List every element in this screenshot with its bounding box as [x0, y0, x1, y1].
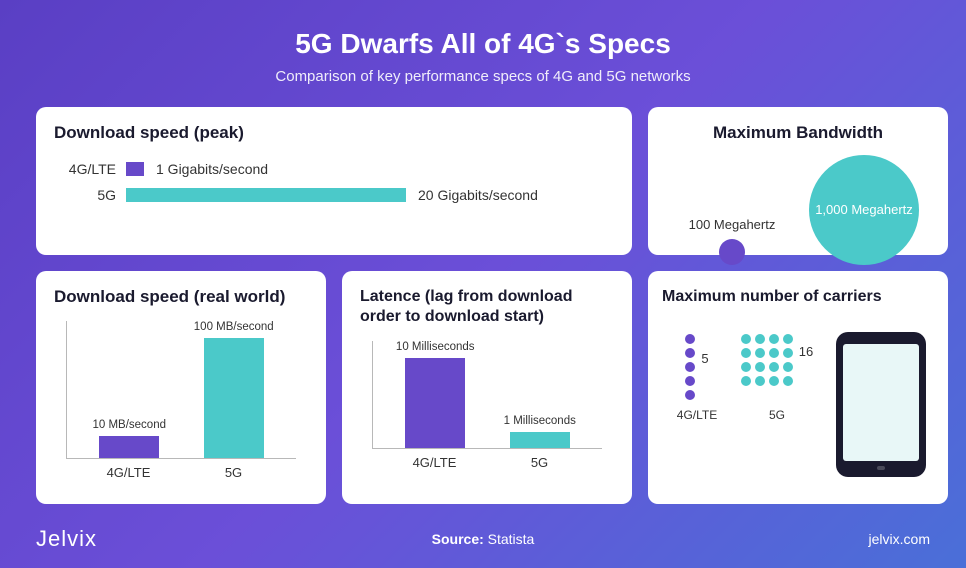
dot-icon [685, 362, 695, 372]
carriers-cat-4g: 4G/LTE [662, 408, 732, 422]
lat-val-5g: 1 Milliseconds [504, 415, 576, 428]
bandwidth-circle-5g: 1,000 Megahertz [809, 155, 919, 265]
source-value: Statista [488, 531, 535, 547]
lat-axis: 4G/LTE 5G [372, 455, 602, 470]
lat-bar-4g [405, 358, 465, 448]
dot-icon [685, 334, 695, 344]
grid: Download speed (peak) 4G/LTE 1 Gigabits/… [0, 93, 966, 504]
card-download-peak: Download speed (peak) 4G/LTE 1 Gigabits/… [36, 107, 632, 255]
carriers-cat-5g: 5G [732, 408, 822, 422]
card-latency: Latence (lag from download order to down… [342, 271, 632, 504]
lat-bar-wrap-4g: 10 Milliseconds [388, 341, 482, 448]
real-bar-4g [99, 436, 159, 458]
real-val-5g: 100 MB/second [194, 321, 274, 334]
dot-icon [769, 348, 779, 358]
carriers-count-5g: 16 [799, 344, 813, 359]
logo: Jelvix [36, 526, 97, 552]
real-axis: 4G/LTE 5G [66, 465, 296, 480]
dot-icon [755, 362, 765, 372]
real-world-chart: 10 MB/second 100 MB/second [66, 321, 296, 459]
real-cat-4g: 4G/LTE [81, 465, 176, 480]
lat-cat-4g: 4G/LTE [387, 455, 482, 470]
card-title-download-peak: Download speed (peak) [54, 123, 614, 143]
card-title-real-world: Download speed (real world) [54, 287, 308, 307]
peak-bar-4g [126, 162, 144, 176]
peak-value-4g: 1 Gigabits/second [156, 161, 268, 177]
dot-icon [741, 348, 751, 358]
dot-icon [685, 348, 695, 358]
dot-icon [755, 376, 765, 386]
carriers-body: 5 16 [662, 316, 934, 400]
real-val-4g: 10 MB/second [92, 419, 166, 432]
logo-part-1: Jel [36, 526, 67, 551]
footer-site: jelvix.com [869, 531, 930, 547]
lat-val-4g: 10 Milliseconds [396, 341, 475, 354]
card-title-bandwidth: Maximum Bandwidth [666, 123, 930, 143]
real-bar-wrap-4g: 10 MB/second [82, 419, 176, 458]
peak-label-4g: 4G/LTE [54, 161, 116, 177]
peak-label-5g: 5G [54, 187, 116, 203]
card-real-world: Download speed (real world) 10 MB/second… [36, 271, 326, 504]
peak-bar-5g [126, 188, 406, 202]
dot-icon [685, 390, 695, 400]
footer-source: Source: Statista [432, 531, 535, 547]
dot-icon [741, 334, 751, 344]
lat-bar-wrap-5g: 1 Milliseconds [493, 415, 587, 448]
real-bar-wrap-5g: 100 MB/second [187, 321, 281, 458]
dot-icon [783, 334, 793, 344]
bandwidth-col-4g: 100 Megahertz [666, 217, 798, 265]
bandwidth-col-5g: 1,000 Megahertz [798, 155, 930, 265]
card-bandwidth: Maximum Bandwidth 100 Megahertz 1,000 Me… [648, 107, 948, 255]
card-title-latency: Latence (lag from download order to down… [360, 287, 614, 327]
dot-icon [783, 348, 793, 358]
lat-bar-5g [510, 432, 570, 448]
page-title: 5G Dwarfs All of 4G`s Specs [20, 28, 946, 60]
source-label: Source: [432, 531, 484, 547]
dot-icon [783, 362, 793, 372]
carriers-dots-4g [685, 334, 695, 400]
lat-cat-5g: 5G [492, 455, 587, 470]
dot-icon [755, 334, 765, 344]
carriers-group-5g: 16 [732, 316, 822, 386]
header: 5G Dwarfs All of 4G`s Specs Comparison o… [0, 0, 966, 93]
page-subtitle: Comparison of key performance specs of 4… [20, 68, 946, 85]
bandwidth-circle-4g [719, 239, 745, 265]
carriers-dots-5g [741, 334, 793, 386]
logo-part-2: vix [67, 526, 97, 551]
card-carriers: Maximum number of carriers 5 [648, 271, 948, 504]
dot-icon [769, 376, 779, 386]
dot-icon [769, 362, 779, 372]
dot-icon [685, 376, 695, 386]
carriers-col-4g: 5 [662, 316, 732, 400]
footer: Jelvix Source: Statista jelvix.com [0, 526, 966, 552]
peak-rows: 4G/LTE 1 Gigabits/second 5G 20 Gigabits/… [54, 161, 614, 203]
dot-icon [755, 348, 765, 358]
peak-row-5g: 5G 20 Gigabits/second [54, 187, 614, 203]
carriers-count-4g: 5 [701, 351, 708, 366]
real-cat-5g: 5G [186, 465, 281, 480]
dot-icon [783, 376, 793, 386]
latency-chart: 10 Milliseconds 1 Milliseconds [372, 341, 602, 449]
carriers-col-5g: 16 [732, 316, 822, 386]
peak-row-4g: 4G/LTE 1 Gigabits/second [54, 161, 614, 177]
bandwidth-label-4g: 100 Megahertz [689, 217, 776, 233]
carriers-group-4g: 5 [662, 316, 732, 400]
real-bar-5g [204, 338, 264, 458]
card-title-carriers: Maximum number of carriers [662, 287, 934, 306]
dot-icon [741, 376, 751, 386]
bandwidth-area: 100 Megahertz 1,000 Megahertz [666, 155, 930, 265]
dot-icon [769, 334, 779, 344]
dot-icon [741, 362, 751, 372]
peak-value-5g: 20 Gigabits/second [418, 187, 538, 203]
bandwidth-label-5g: 1,000 Megahertz [815, 202, 913, 218]
phone-icon [836, 332, 926, 477]
